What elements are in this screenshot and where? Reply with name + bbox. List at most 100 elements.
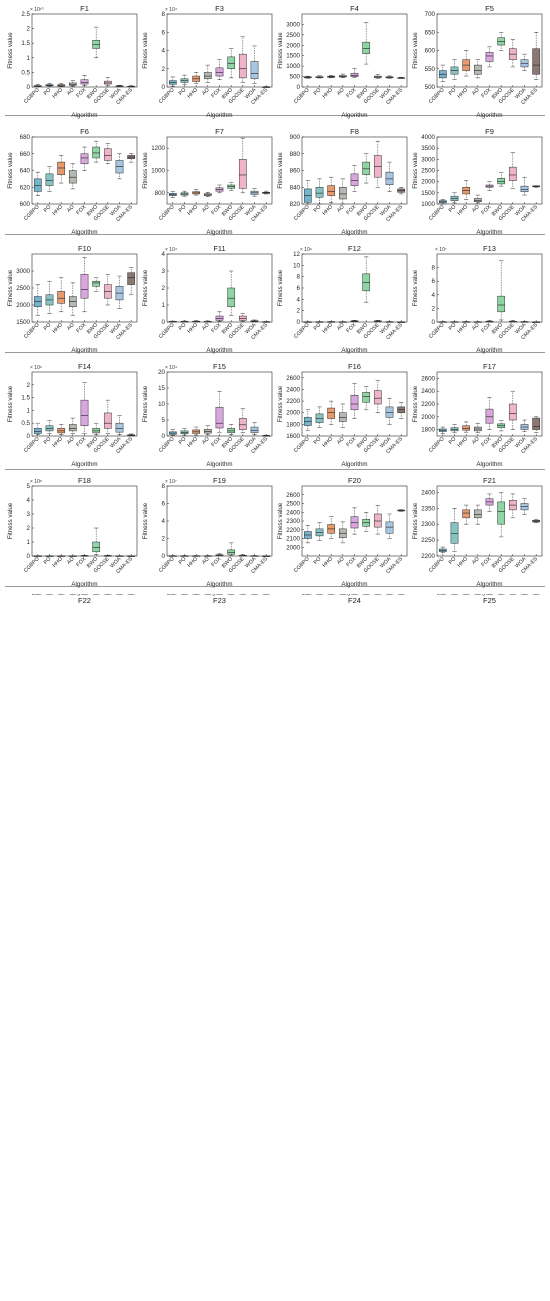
y-tick-label: 6 (162, 29, 166, 36)
box-GOOSE (103, 77, 112, 87)
box-HHO (327, 176, 336, 203)
y-tick-label: 0 (432, 319, 436, 326)
box-CGBPO (438, 546, 447, 554)
axis-exponent: × 10⁴ (165, 7, 177, 13)
box-WOA (115, 555, 124, 557)
box-CGBPO (438, 426, 447, 434)
box-body (68, 424, 77, 432)
x-tick-label: CMA-ES (382, 594, 403, 596)
x-axis-label: Algorithm (341, 347, 367, 354)
y-tick-label: 2600 (151, 594, 165, 596)
box-WOA (385, 75, 394, 79)
box-PO (450, 59, 459, 80)
box-CGBPO (33, 422, 42, 435)
box-body (508, 403, 517, 421)
box-body (497, 295, 506, 313)
box-BWO (497, 260, 506, 321)
box-PO (450, 321, 459, 323)
x-tick-label: HHO (52, 556, 65, 569)
y-tick-label: 0 (162, 319, 166, 326)
x-tick-label: AO (66, 204, 76, 214)
box-CGBPO (33, 84, 42, 87)
x-tick-label: HHO (322, 87, 335, 100)
box-HHO (327, 400, 336, 425)
y-axis-label: Fitness value (412, 32, 419, 69)
x-tick-label: HHO (187, 556, 200, 569)
box-body (462, 509, 471, 519)
chart-title: F11 (213, 244, 225, 253)
y-tick-label: 2600 (286, 594, 300, 596)
box-GOOSE (508, 320, 517, 323)
box-body (80, 79, 89, 85)
y-tick-label: 1.5 (21, 395, 30, 402)
y-tick-label: 4 (162, 48, 166, 55)
box-CGBPO (33, 284, 42, 316)
chart-title: F23 (213, 596, 226, 605)
y-tick-label: 4 (162, 251, 166, 258)
y-tick-label: 0 (27, 553, 31, 560)
box-GOOSE (238, 554, 247, 557)
box-body (485, 408, 494, 424)
box-body (227, 428, 236, 434)
x-tick-label: FOX (210, 594, 221, 596)
y-tick-label: 2400 (421, 388, 435, 395)
box-PO (180, 190, 189, 197)
x-tick-label: CGBPO (428, 436, 446, 454)
box-HHO (57, 555, 66, 557)
x-tick-label: BWO (220, 594, 233, 596)
box-CGBPO (168, 320, 177, 323)
box-PO (180, 428, 189, 436)
y-axis-label: Fitness value (142, 502, 149, 539)
x-tick-label: HHO (457, 436, 470, 449)
box-WOA (520, 498, 529, 515)
box-BWO (92, 26, 101, 59)
box-HHO (327, 321, 336, 323)
x-tick-label: HHO (322, 322, 335, 335)
x-tick-label: FOX (345, 594, 356, 596)
box-CMA-ES (127, 433, 136, 437)
row-separator (5, 586, 545, 587)
box-WOA (250, 555, 259, 557)
box-body (532, 48, 541, 75)
x-axis-label: Algorithm (341, 112, 367, 119)
box-AO (203, 555, 212, 557)
box-body (103, 148, 112, 161)
x-tick-label: PO (43, 204, 53, 214)
y-tick-label: 1500 (286, 53, 300, 60)
box-BWO (497, 492, 506, 538)
box-HHO (192, 320, 201, 323)
box-CMA-ES (397, 402, 406, 419)
x-axis-label: Algorithm (71, 347, 97, 354)
box-BWO (227, 542, 236, 556)
box-HHO (462, 421, 471, 433)
x-tick-label: CGBPO (290, 594, 309, 596)
x-tick-label: PO (178, 594, 186, 596)
box-body (362, 41, 371, 54)
x-tick-label: GOOSE (495, 594, 515, 596)
x-tick-label: AO (471, 322, 481, 332)
y-tick-label: 2000 (286, 42, 300, 49)
y-tick-label: 2200 (286, 398, 300, 405)
axis-exponent: × 10⁷ (165, 479, 177, 485)
box-CMA-ES (127, 267, 136, 296)
y-tick-label: 2500 (286, 32, 300, 39)
box-AO (68, 417, 77, 434)
box-FOX (215, 311, 224, 322)
chart-title: F18 (78, 476, 91, 485)
box-FOX (485, 181, 494, 191)
y-tick-label: 600 (425, 48, 436, 55)
x-tick-label: BWO (355, 594, 368, 596)
box-HHO (192, 555, 201, 557)
y-tick-label: 700 (425, 11, 436, 18)
chart-title: F24 (348, 596, 361, 605)
axis-exponent: × 10⁴ (165, 365, 177, 371)
box-body (508, 166, 517, 181)
x-tick-label: AO (201, 87, 211, 97)
x-axis-label: Algorithm (476, 594, 502, 596)
box-body (373, 390, 382, 405)
y-tick-label: 1500 (421, 190, 435, 197)
y-tick-label: 860 (290, 168, 301, 175)
